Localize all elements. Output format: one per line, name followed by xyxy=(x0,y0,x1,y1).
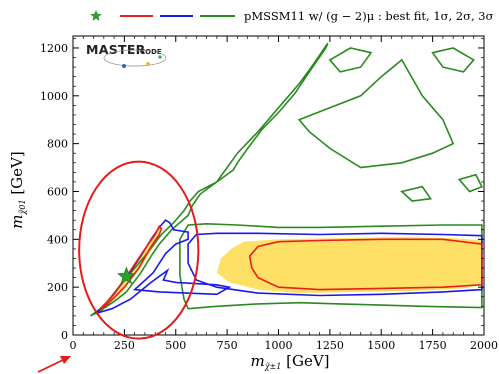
y-axis-label: mχ̃01 [GeV] xyxy=(8,151,27,228)
y-tick-label-4: 800 xyxy=(47,138,68,151)
axis-labels: mχ̃±1 [GeV] mχ̃01 [GeV] xyxy=(8,151,330,371)
three-sigma-contour-1 xyxy=(179,222,483,310)
y-tick-label-1: 200 xyxy=(47,281,68,294)
three-sigma-contour-3 xyxy=(328,47,373,73)
best-fit-star xyxy=(117,266,136,285)
three-sigma-contour-0 xyxy=(90,42,329,317)
logo-orbit xyxy=(103,49,167,67)
best-fit-layer xyxy=(117,266,136,285)
logo-subtext: CODE xyxy=(140,48,162,56)
x-tick-label-7: 1750 xyxy=(419,339,447,352)
x-tick-label-1: 250 xyxy=(114,339,135,352)
x-tick-label-3: 750 xyxy=(217,339,238,352)
logo-dot-green xyxy=(158,55,162,59)
x-tick-label-8: 2000 xyxy=(470,339,498,352)
confidence-fill-layer xyxy=(96,225,482,313)
legend: pMSSM11 w/ (g − 2)μ : best fit, 1σ, 2σ, … xyxy=(90,9,494,23)
annotation-layer xyxy=(37,160,200,373)
x-axis-label: mχ̃±1 [GeV] xyxy=(250,352,329,371)
one-sigma-fill-band-0 xyxy=(216,236,482,294)
legend-best-fit-star xyxy=(90,9,102,21)
x-tick-label-4: 1000 xyxy=(265,339,293,352)
y-tick-label-2: 400 xyxy=(47,233,68,246)
x-tick-label-2: 500 xyxy=(165,339,186,352)
y-tick-label-3: 600 xyxy=(47,185,68,198)
three-sigma-contour-5 xyxy=(457,173,484,193)
three-sigma-contour-2 xyxy=(297,58,455,169)
one-sigma-contour-0 xyxy=(99,224,163,311)
contour-lines-layer xyxy=(90,42,484,317)
axis-ticks-layer: 0 250 500 750 1000 1250 1500 1750 2000 0 200 400 600… xyxy=(40,36,498,352)
three-sigma-contour-4 xyxy=(431,47,475,73)
x-tick-label-5: 1250 xyxy=(316,339,344,352)
logo-dot-blue xyxy=(122,64,126,68)
y-tick-label-5: 1000 xyxy=(40,90,68,103)
annotation-arrow-head xyxy=(60,356,71,364)
three-sigma-contour-6 xyxy=(400,185,433,202)
logo-text: MASTER xyxy=(86,42,146,57)
y-tick-label-0: 0 xyxy=(61,329,68,342)
x-tick-label-6: 1500 xyxy=(367,339,395,352)
legend-text: pMSSM11 w/ (g − 2)μ : best fit, 1σ, 2σ, … xyxy=(244,9,494,23)
logo-dot-yellow xyxy=(146,62,150,66)
annotation-arrow-shaft xyxy=(37,359,64,373)
y-tick-label-6: 1200 xyxy=(40,42,68,55)
two-sigma-contour-1 xyxy=(187,232,483,297)
x-tick-label-0: 0 xyxy=(70,339,77,352)
annotation-ellipse xyxy=(78,160,200,340)
one-sigma-contour-1 xyxy=(248,238,483,291)
mastercode-logo: MASTER CODE xyxy=(86,42,167,68)
